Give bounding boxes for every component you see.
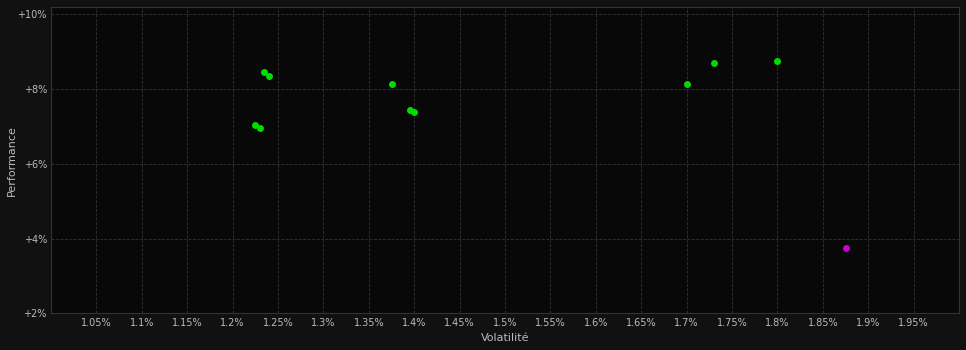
Y-axis label: Performance: Performance xyxy=(7,125,17,196)
X-axis label: Volatilité: Volatilité xyxy=(481,333,529,343)
